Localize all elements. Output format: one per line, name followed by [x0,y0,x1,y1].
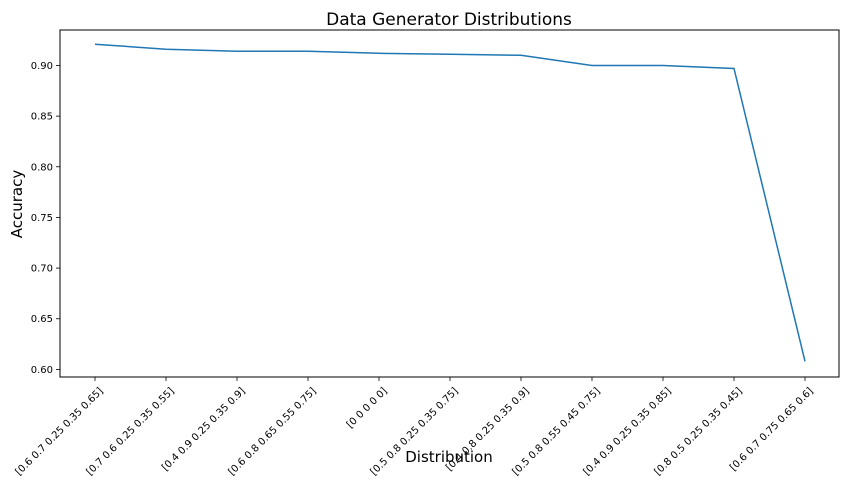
y-axis: 0.60 0.65 0.70 0.75 0.80 0.85 0.90 [31,61,60,376]
x-axis-title: Distribution [405,448,493,466]
y-tick-label: 0.65 [31,314,53,325]
y-tick-label: 0.75 [31,213,53,224]
x-tick-label: [0 0 0 0 0] [345,386,390,431]
y-tick-label: 0.80 [31,162,53,173]
chart-title: Data Generator Distributions [326,10,572,30]
y-tick-label: 0.85 [31,112,53,123]
y-tick-label: 0.90 [31,61,53,72]
plot-area [59,29,840,378]
y-tick-label: 0.60 [31,365,53,376]
y-axis-title: Accuracy [8,170,26,239]
series-line [94,43,806,362]
x-tick-label: [0.4 0.9 0.25 0.35 0.9] [160,386,248,474]
x-tick-label: [0.6 0.7 0.75 0.65 0.6] [728,386,816,474]
y-tick-label: 0.70 [31,264,53,275]
